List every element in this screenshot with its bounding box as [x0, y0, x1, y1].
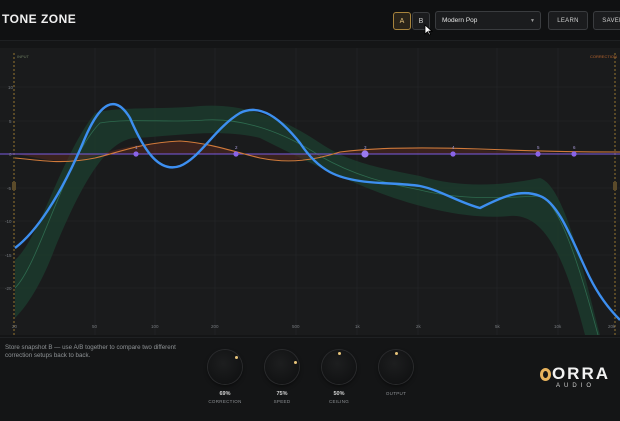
y-tick-label: -10 [5, 219, 12, 224]
band-label: 5 [537, 145, 540, 150]
eq-plot[interactable]: 1 2 3 4 5 6 INPUT CORRECTION 10 5 0 -5 -… [0, 48, 620, 335]
x-tick-label: 2k [416, 324, 422, 329]
y-tick-label: -20 [5, 286, 12, 291]
x-tick-label: 100 [151, 324, 159, 329]
output-knob-group: OUTPUT [376, 350, 416, 396]
correction-value: 69% [219, 391, 231, 397]
band-marker[interactable] [133, 151, 139, 157]
logo-ring-icon [540, 367, 551, 381]
correction-curve [14, 140, 620, 163]
brand-logo: ORRA AUDIO [540, 364, 610, 394]
correction-label: CORRECTION [590, 54, 617, 59]
logo-text: ORRA [551, 364, 610, 383]
y-tick-label: 5 [9, 119, 12, 124]
bottom-panel: Store snapshot B — use A/B together to c… [0, 337, 620, 421]
ceiling-value: 50% [333, 391, 345, 397]
band-marker[interactable] [535, 151, 541, 157]
ceiling-knob-group: 50% CEILING [319, 350, 359, 404]
correction-fill [15, 141, 620, 161]
y-tick-label: -15 [5, 253, 12, 258]
input-curve [14, 102, 620, 321]
chevron-down-icon: ▼ [530, 18, 535, 24]
x-tick-label: 20 [12, 324, 18, 329]
x-tick-label: 1k [355, 324, 361, 329]
y-tick-label: 0 [9, 152, 12, 157]
preset-value: Modern Pop [442, 17, 478, 24]
ceiling-knob[interactable] [322, 350, 356, 384]
band-label: 4 [452, 145, 455, 150]
logo-subtitle: AUDIO [556, 383, 596, 389]
app-title: TONE ZONE [2, 12, 77, 26]
learn-button[interactable]: LEARN [548, 11, 588, 30]
knob-indicator [395, 352, 398, 355]
knob-indicator [235, 356, 238, 359]
band-label: 6 [573, 145, 576, 150]
knob-indicator [338, 352, 341, 355]
preset-dropdown[interactable]: Modern Pop ▼ [435, 11, 541, 30]
band-label: 3 [364, 145, 367, 150]
hint-text: Store snapshot B — use A/B together to c… [5, 344, 176, 359]
saved-button[interactable]: SAVED [593, 11, 620, 30]
x-tick-label: 20k [608, 324, 616, 329]
band-label: 2 [235, 145, 238, 150]
input-label: INPUT [17, 54, 30, 59]
correction-knob[interactable] [208, 350, 242, 384]
speed-knob-group: 75% SPEED [262, 350, 302, 404]
output-label: OUTPUT [385, 391, 407, 396]
x-tick-label: 500 [292, 324, 300, 329]
y-tick-label: 10 [8, 85, 14, 90]
band-marker[interactable] [450, 151, 456, 157]
snapshot-a-button[interactable]: A [393, 12, 411, 30]
band-marker[interactable] [233, 151, 239, 157]
ceiling-label: CEILING [328, 399, 350, 404]
target-band [15, 105, 600, 335]
x-tick-label: 10k [554, 324, 562, 329]
knob-indicator [294, 361, 297, 364]
band-label: 1 [135, 145, 138, 150]
x-tick-label: 200 [211, 324, 219, 329]
correction-label: CORRECTION [208, 399, 242, 404]
output-knob[interactable] [379, 350, 413, 384]
speed-label: SPEED [273, 399, 291, 404]
band-marker[interactable] [571, 151, 577, 157]
x-tick-label: 5k [495, 324, 501, 329]
top-bar: TONE ZONE A B Modern Pop ▼ LEARN SAVED [0, 0, 620, 41]
x-tick-label: 50 [92, 324, 98, 329]
y-tick-label: -5 [7, 186, 11, 191]
mouse-pointer-icon [424, 24, 433, 36]
speed-value: 75% [276, 391, 288, 397]
correction-knob-group: 69% CORRECTION [205, 350, 245, 404]
speed-knob[interactable] [265, 350, 299, 384]
band-marker[interactable] [361, 150, 369, 158]
